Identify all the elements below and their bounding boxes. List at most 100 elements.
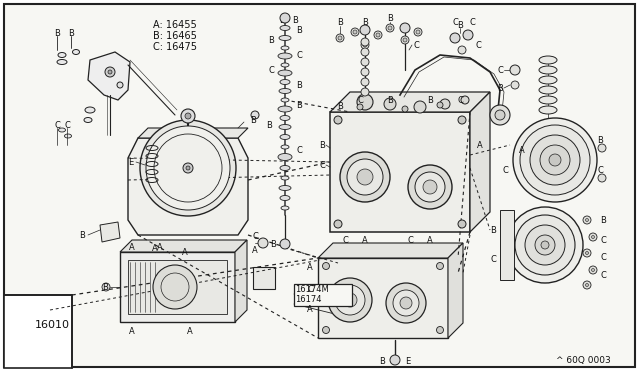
Ellipse shape: [281, 63, 289, 67]
Text: 16174: 16174: [295, 295, 321, 305]
Ellipse shape: [280, 196, 290, 201]
Text: C: C: [600, 253, 606, 262]
Circle shape: [403, 38, 407, 42]
Text: B: B: [292, 16, 298, 25]
Text: B: B: [102, 282, 108, 292]
Text: C: C: [268, 65, 274, 74]
Ellipse shape: [279, 125, 291, 129]
Text: A: A: [129, 243, 135, 251]
Circle shape: [414, 101, 426, 113]
Text: B: B: [319, 141, 325, 150]
Circle shape: [586, 251, 589, 254]
Text: B: B: [387, 96, 393, 105]
Circle shape: [328, 278, 372, 322]
Text: C: C: [54, 121, 60, 129]
Circle shape: [361, 88, 369, 96]
Circle shape: [408, 165, 452, 209]
Circle shape: [357, 104, 363, 110]
Text: 16174M: 16174M: [295, 285, 329, 295]
Ellipse shape: [539, 56, 557, 64]
Circle shape: [393, 290, 419, 316]
Text: C: C: [342, 235, 348, 244]
Circle shape: [323, 327, 330, 334]
Text: B: B: [497, 83, 503, 93]
Ellipse shape: [278, 154, 292, 160]
Circle shape: [549, 154, 561, 166]
Text: A: A: [427, 235, 433, 244]
Text: C: C: [502, 166, 508, 174]
Circle shape: [591, 269, 595, 272]
Ellipse shape: [85, 107, 95, 113]
Circle shape: [463, 30, 473, 40]
Text: E: E: [405, 357, 411, 366]
Circle shape: [183, 163, 193, 173]
Circle shape: [583, 216, 591, 224]
Circle shape: [357, 169, 373, 185]
Bar: [253, 267, 275, 289]
Circle shape: [461, 96, 469, 104]
Text: C: C: [307, 285, 313, 295]
Text: B: B: [296, 80, 302, 90]
Text: B: B: [296, 100, 302, 109]
Polygon shape: [448, 243, 463, 338]
Circle shape: [450, 33, 460, 43]
Circle shape: [361, 58, 369, 66]
Circle shape: [436, 263, 444, 269]
Ellipse shape: [58, 128, 65, 132]
Circle shape: [591, 235, 595, 238]
Text: C: C: [597, 166, 603, 174]
Text: B: B: [79, 231, 85, 240]
Text: A: A: [182, 247, 188, 257]
Circle shape: [583, 249, 591, 257]
Circle shape: [102, 283, 110, 291]
Circle shape: [258, 238, 268, 248]
Polygon shape: [88, 52, 130, 100]
Circle shape: [357, 94, 373, 110]
Text: B: B: [600, 215, 606, 224]
Text: A: A: [477, 141, 483, 150]
Text: B: B: [337, 17, 343, 26]
Text: B: 16465: B: 16465: [153, 31, 197, 41]
Circle shape: [583, 281, 591, 289]
Circle shape: [388, 26, 392, 30]
Circle shape: [181, 109, 195, 123]
Circle shape: [507, 207, 583, 283]
Text: B: B: [387, 13, 393, 22]
Ellipse shape: [279, 186, 291, 190]
Circle shape: [458, 116, 466, 124]
Circle shape: [251, 111, 259, 119]
Ellipse shape: [280, 80, 290, 84]
Circle shape: [400, 297, 412, 309]
Text: ^ 60Q 0003: ^ 60Q 0003: [556, 356, 611, 366]
Polygon shape: [120, 240, 247, 252]
Circle shape: [589, 233, 597, 241]
Circle shape: [340, 152, 390, 202]
Text: A: A: [362, 235, 368, 244]
Text: A: A: [307, 263, 313, 273]
Ellipse shape: [539, 106, 557, 114]
Ellipse shape: [539, 86, 557, 94]
Circle shape: [414, 28, 422, 36]
Text: C: C: [296, 145, 302, 154]
Text: B: B: [68, 29, 74, 38]
Text: B: B: [296, 26, 302, 35]
Circle shape: [416, 30, 420, 34]
Circle shape: [415, 172, 445, 202]
Ellipse shape: [281, 206, 289, 210]
Text: B: B: [379, 357, 385, 366]
Text: B: B: [54, 29, 60, 38]
Text: C: C: [600, 235, 606, 244]
Text: A: 16455: A: 16455: [153, 20, 196, 30]
Circle shape: [351, 28, 359, 36]
Text: A: A: [129, 327, 135, 337]
Circle shape: [280, 13, 290, 23]
Ellipse shape: [279, 89, 291, 93]
Text: B: B: [266, 121, 272, 129]
Circle shape: [376, 33, 380, 37]
Text: C: C: [357, 96, 363, 105]
Text: A: A: [187, 327, 193, 337]
Text: B: B: [362, 17, 368, 26]
Polygon shape: [100, 222, 120, 242]
Polygon shape: [318, 243, 463, 258]
Circle shape: [598, 174, 606, 182]
